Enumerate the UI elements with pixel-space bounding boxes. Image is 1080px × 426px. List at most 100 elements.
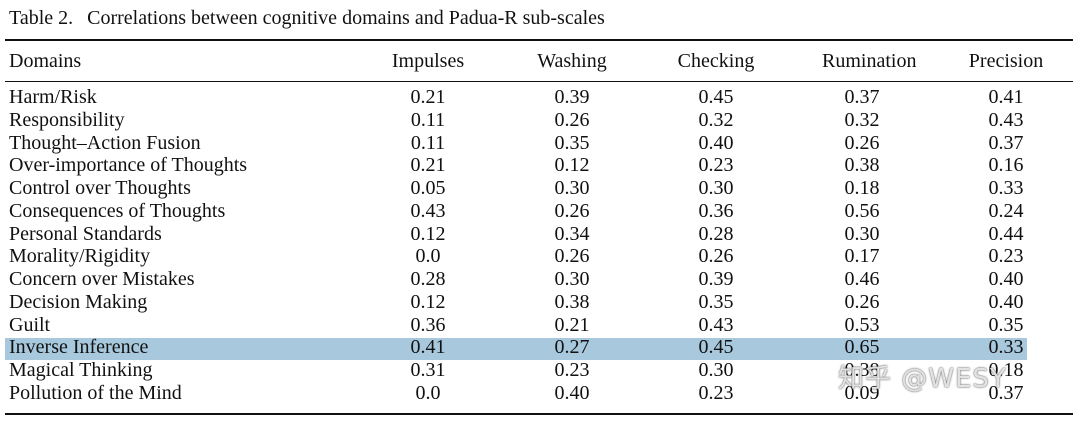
washing-value-cell: 0.26: [554, 108, 590, 131]
rumination-value-cell: 0.53: [844, 313, 880, 336]
rumination-value-cell: 0.65: [844, 336, 880, 359]
washing-value-cell: 0.39: [554, 86, 590, 108]
impulses-value-cell: 0.12: [410, 222, 446, 245]
checking-value-cell: 0.23: [698, 154, 734, 177]
table-row: Over-importance of Thoughts 0.21 0.12 0.23 0…: [0, 154, 1080, 177]
rumination-value-cell: 0.46: [844, 268, 880, 290]
rumination-value-cell: 0.26: [844, 131, 880, 154]
column-header-rumination: Rumination: [822, 50, 917, 72]
watermark: 知乎 @WESY: [838, 364, 1007, 394]
checking-value-cell: 0.30: [698, 177, 734, 199]
washing-value-cell: 0.30: [554, 268, 590, 290]
impulses-value-cell: 0.41: [410, 336, 446, 359]
domain-cell: Responsibility: [9, 108, 125, 131]
precision-value-cell: 0.40: [988, 268, 1024, 290]
table-title: Correlations between cognitive domains a…: [87, 7, 605, 29]
precision-value-cell: 0.43: [988, 108, 1024, 131]
rumination-value-cell: 0.09: [844, 381, 880, 404]
table-row: Morality/Rigidity 0.0 0.26 0.26 0.17 0.23: [0, 245, 1080, 268]
domain-cell: Decision Making: [9, 290, 148, 313]
washing-value-cell: 0.26: [554, 199, 590, 222]
domain-cell: Magical Thinking: [9, 359, 153, 381]
impulses-value-cell: 0.11: [410, 108, 446, 131]
table-caption: Table 2. Correlations between cognitive d…: [9, 5, 605, 31]
domain-cell: Control over Thoughts: [9, 177, 191, 199]
precision-value-cell: 0.18: [988, 359, 1024, 381]
column-header-washing: Washing: [537, 50, 607, 72]
table-row: Guilt 0.36 0.21 0.43 0.53 0.35: [0, 314, 1080, 337]
washing-value-cell: 0.30: [554, 177, 590, 199]
row-highlight: [5, 338, 1027, 360]
domain-cell: Morality/Rigidity: [9, 245, 151, 268]
column-header-precision: Precision: [968, 50, 1044, 72]
rumination-value-cell: 0.38: [844, 154, 880, 177]
impulses-value-cell: 0.05: [410, 177, 446, 199]
checking-value-cell: 0.26: [698, 245, 734, 268]
rumination-value-cell: 0.17: [844, 245, 880, 268]
precision-value-cell: 0.33: [988, 177, 1024, 199]
column-header-checking: Checking: [677, 50, 755, 72]
checking-value-cell: 0.45: [698, 336, 734, 359]
washing-value-cell: 0.38: [554, 290, 590, 313]
washing-value-cell: 0.40: [554, 381, 590, 404]
precision-value-cell: 0.24: [988, 199, 1024, 222]
checking-value-cell: 0.36: [698, 199, 734, 222]
checking-value-cell: 0.32: [698, 108, 734, 131]
top-rule: [5, 39, 1073, 41]
checking-value-cell: 0.35: [698, 290, 734, 313]
checking-value-cell: 0.45: [698, 86, 734, 108]
table-row: Harm/Risk 0.21 0.39 0.45 0.37 0.41: [0, 86, 1080, 109]
table-row: Control over Thoughts 0.05 0.30 0.30 0.18 0.3…: [0, 177, 1080, 200]
domain-cell: Personal Standards: [9, 222, 162, 245]
domain-cell: Pollution of the Mind: [9, 381, 182, 404]
rumination-value-cell: 0.56: [844, 199, 880, 222]
washing-value-cell: 0.27: [554, 336, 590, 359]
precision-value-cell: 0.37: [988, 131, 1024, 154]
precision-value-cell: 0.35: [988, 313, 1024, 336]
precision-value-cell: 0.37: [988, 381, 1024, 404]
rumination-value-cell: 0.30: [844, 222, 880, 245]
impulses-value-cell: 0.31: [410, 359, 446, 381]
domain-cell: Thought–Action Fusion: [9, 131, 201, 154]
table-row: Consequences of Thoughts 0.43 0.26 0.36 0.56…: [0, 200, 1080, 223]
table-row: Magical Thinking 0.31 0.23 0.30 0.38 0.18: [0, 359, 1080, 382]
washing-value-cell: 0.26: [554, 245, 590, 268]
header-rule: [5, 81, 1073, 82]
checking-value-cell: 0.43: [698, 313, 734, 336]
table-row: Responsibility 0.11 0.26 0.32 0.32 0.43: [0, 109, 1080, 132]
table-header-row: Domains Impulses Washing Checking Rumina…: [0, 48, 1080, 74]
rumination-value-cell: 0.37: [844, 86, 880, 108]
checking-value-cell: 0.40: [698, 131, 734, 154]
table-row: Concern over Mistakes 0.28 0.30 0.39 0.46 0.4…: [0, 268, 1080, 291]
checking-value-cell: 0.30: [698, 359, 734, 381]
washing-value-cell: 0.35: [554, 131, 590, 154]
precision-value-cell: 0.40: [988, 290, 1024, 313]
table-row: Decision Making 0.12 0.38 0.35 0.26 0.40: [0, 291, 1080, 314]
impulses-value-cell: 0.43: [410, 199, 446, 222]
table-row: Pollution of the Mind 0.0 0.40 0.23 0.09 0.37: [0, 382, 1080, 405]
rumination-value-cell: 0.18: [844, 177, 880, 199]
impulses-value-cell: 0.12: [410, 290, 446, 313]
precision-value-cell: 0.44: [988, 222, 1024, 245]
table-label: Table 2.: [9, 7, 74, 29]
impulses-value-cell: 0.11: [410, 131, 446, 154]
washing-value-cell: 0.34: [554, 222, 590, 245]
domain-cell: Inverse Inference: [9, 336, 149, 359]
table-row: Inverse Inference 0.41 0.27 0.45 0.65 0.33: [0, 336, 1080, 359]
column-header-domains: Domains: [9, 50, 82, 72]
table-row: Personal Standards 0.12 0.34 0.28 0.30 0.44: [0, 223, 1080, 246]
impulses-value-cell: 0.36: [410, 313, 446, 336]
domain-cell: Over-importance of Thoughts: [9, 154, 248, 177]
bottom-rule: [5, 413, 1073, 415]
washing-value-cell: 0.12: [554, 154, 590, 177]
rumination-value-cell: 0.26: [844, 290, 880, 313]
precision-value-cell: 0.41: [988, 86, 1024, 108]
impulses-value-cell: 0.0: [415, 381, 441, 404]
impulses-value-cell: 0.21: [410, 86, 446, 108]
impulses-value-cell: 0.21: [410, 154, 446, 177]
domain-cell: Consequences of Thoughts: [9, 199, 226, 222]
rumination-value-cell: 0.38: [844, 359, 880, 381]
impulses-value-cell: 0.28: [410, 268, 446, 290]
precision-value-cell: 0.33: [988, 336, 1024, 359]
precision-value-cell: 0.23: [988, 245, 1024, 268]
